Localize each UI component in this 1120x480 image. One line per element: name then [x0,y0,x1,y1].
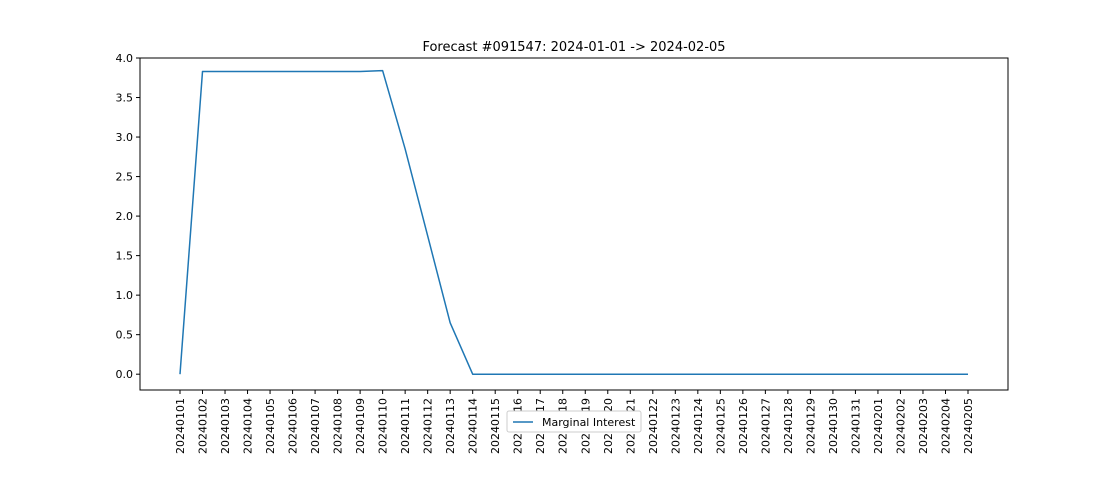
legend: Marginal Interest [506,410,642,433]
x-tick-label: 20240114 [467,398,480,454]
series-line [179,69,968,375]
y-tick-label: 1.5 [116,250,134,263]
x-tick-label: 20240205 [962,398,975,454]
y-tick-label: 4.0 [116,52,134,65]
y-tick-label: 2.0 [116,210,134,223]
legend-label: Marginal Interest [542,416,636,429]
x-tick-label: 20240104 [242,398,255,454]
y-axis-ticks: 0.0 0.5 1.0 1.5 2.0 2.5 3.0 3.5 4.0 [116,52,140,381]
series-layer [179,69,969,375]
y-tick-label: 0.0 [116,368,134,381]
x-tick-label: 20240122 [647,398,660,454]
x-tick-label: 20240202 [894,398,907,454]
x-tick-label: 20240131 [849,398,862,454]
chart-title: Forecast #091547: 2024-01-01 -> 2024-02-… [422,40,725,55]
y-tick-label: 3.5 [116,92,134,105]
x-tick-label: 20240130 [827,398,840,454]
y-tick-label: 1.0 [116,289,134,302]
x-tick-label: 20240126 [737,398,750,454]
x-tick-label: 20240108 [332,398,345,454]
x-tick-label: 20240127 [759,398,772,454]
x-tick-label: 20240102 [197,398,210,454]
x-tick-label: 20240129 [804,398,817,454]
x-tick-label: 20240128 [782,398,795,454]
x-tick-label: 20240109 [354,398,367,454]
x-tick-label: 20240125 [714,398,727,454]
y-tick-label: 0.5 [116,329,134,342]
x-tick-label: 20240105 [264,398,277,454]
x-tick-label: 20240107 [309,398,322,454]
x-tick-label: 20240123 [669,398,682,454]
x-tick-label: 20240201 [872,398,885,454]
x-tick-label: 20240203 [917,398,930,454]
plot-frame [139,57,1009,391]
x-tick-label: 20240101 [174,398,187,454]
y-tick-label: 3.0 [116,131,134,144]
x-tick-label: 20240124 [692,398,705,454]
x-tick-label: 20240112 [422,398,435,454]
x-tick-label: 20240106 [287,398,300,454]
x-tick-label: 20240110 [377,398,390,454]
y-tick-label: 2.5 [116,171,134,184]
x-tick-label: 20240113 [444,398,457,454]
x-tick-label: 20240204 [939,398,952,454]
legend-box [506,410,642,433]
x-tick-label: 20240115 [489,398,502,454]
x-tick-label: 20240111 [399,398,412,454]
x-tick-label: 20240103 [219,398,232,454]
